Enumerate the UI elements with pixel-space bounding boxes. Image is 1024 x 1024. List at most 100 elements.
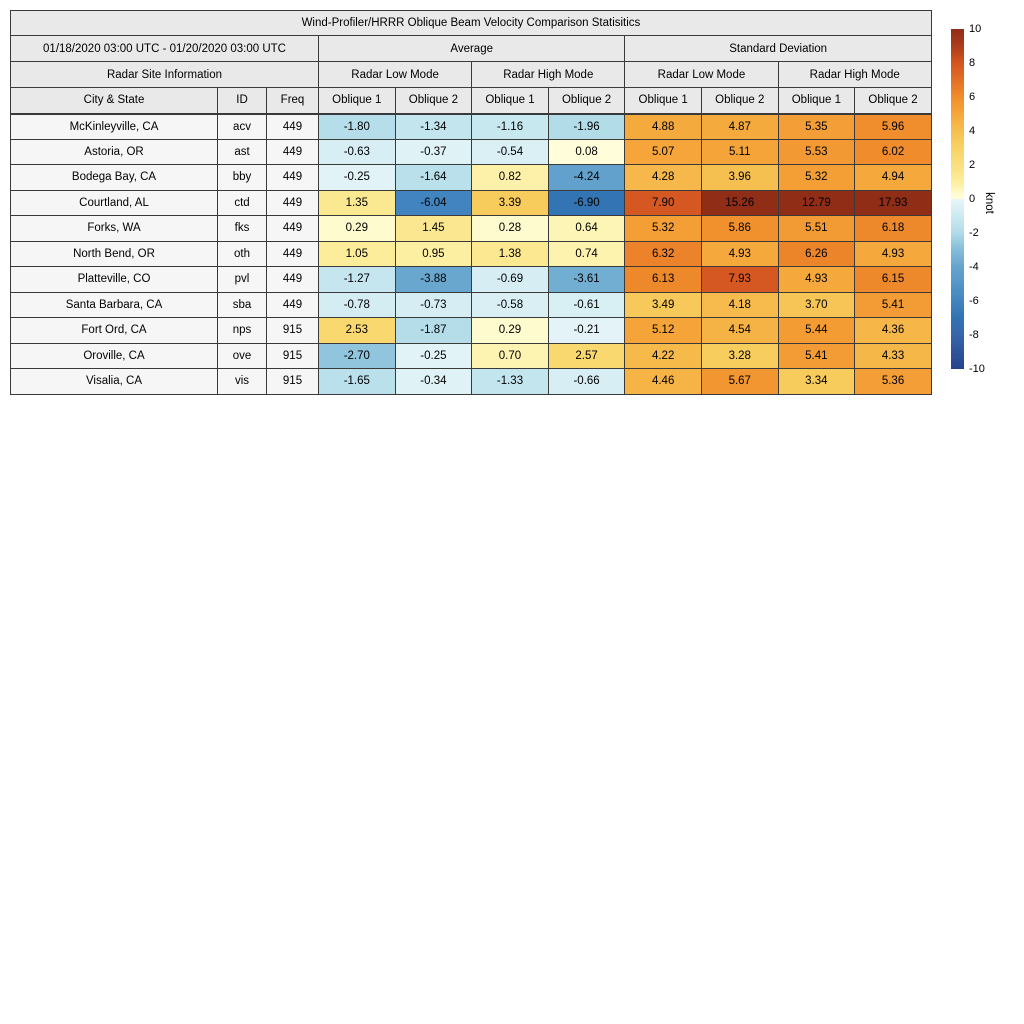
value-cell: -1.65 bbox=[318, 368, 396, 395]
value-cell: 4.54 bbox=[700, 317, 779, 344]
value-cell: 3.96 bbox=[700, 164, 779, 191]
id-cell: ast bbox=[217, 138, 267, 165]
col-header-oblique: Oblique 1 bbox=[318, 87, 396, 115]
value-cell: 1.38 bbox=[471, 240, 549, 267]
value-cell: 4.46 bbox=[624, 368, 702, 395]
group-average-header: Average bbox=[317, 35, 626, 62]
value-cell: 5.12 bbox=[624, 317, 702, 344]
city-cell: Courtland, AL bbox=[10, 189, 218, 216]
id-cell: ctd bbox=[217, 189, 267, 216]
mode-header: Radar High Mode bbox=[777, 61, 932, 88]
value-cell: 4.22 bbox=[624, 342, 702, 369]
table-row: Platteville, CO pvl 449 -1.27 -3.88 -0.69 -3.6… bbox=[10, 266, 932, 293]
table-row: Visalia, CA vis 915 -1.65 -0.34 -1.33 -0.66 4.4… bbox=[10, 368, 932, 395]
value-cell: -1.87 bbox=[394, 317, 473, 344]
col-header-freq: Freq bbox=[266, 87, 319, 115]
value-cell: -0.37 bbox=[394, 138, 473, 165]
id-cell: nps bbox=[217, 317, 267, 344]
city-cell: McKinleyville, CA bbox=[10, 113, 218, 140]
value-cell: 7.93 bbox=[700, 266, 779, 293]
value-cell: -3.88 bbox=[394, 266, 473, 293]
value-cell: 5.96 bbox=[854, 113, 932, 140]
id-cell: bby bbox=[217, 164, 267, 191]
value-cell: 5.36 bbox=[854, 368, 932, 395]
value-cell: -0.61 bbox=[547, 291, 626, 318]
value-cell: 0.82 bbox=[471, 164, 549, 191]
value-cell: 0.95 bbox=[394, 240, 473, 267]
freq-cell: 449 bbox=[266, 266, 319, 293]
id-cell: fks bbox=[217, 215, 267, 242]
value-cell: 4.36 bbox=[854, 317, 932, 344]
city-cell: Platteville, CO bbox=[10, 266, 218, 293]
table-row: Courtland, AL ctd 449 1.35 -6.04 3.39 -6.90 7.9… bbox=[10, 189, 932, 216]
value-cell: 4.87 bbox=[700, 113, 779, 140]
value-cell: -1.16 bbox=[471, 113, 549, 140]
value-cell: 4.93 bbox=[777, 266, 856, 293]
value-cell: 5.53 bbox=[777, 138, 856, 165]
value-cell: -0.21 bbox=[547, 317, 626, 344]
value-cell: 5.44 bbox=[777, 317, 856, 344]
city-cell: Bodega Bay, CA bbox=[10, 164, 218, 191]
col-header-oblique: Oblique 1 bbox=[624, 87, 702, 115]
value-cell: 6.13 bbox=[624, 266, 702, 293]
stats-table: Wind-Profiler/HRRR Oblique Beam Velocity… bbox=[10, 10, 932, 395]
value-cell: 5.35 bbox=[777, 113, 856, 140]
table-title: Wind-Profiler/HRRR Oblique Beam Velocity… bbox=[10, 10, 932, 36]
value-cell: -0.73 bbox=[394, 291, 473, 318]
col-header-oblique: Oblique 2 bbox=[394, 87, 473, 115]
value-cell: -0.63 bbox=[318, 138, 396, 165]
value-cell: 1.35 bbox=[318, 189, 396, 216]
group-header-row: 01/18/2020 03:00 UTC - 01/20/2020 03:00 … bbox=[10, 35, 932, 62]
id-cell: vis bbox=[217, 368, 267, 395]
mode-header: Radar High Mode bbox=[471, 61, 626, 88]
value-cell: 6.02 bbox=[854, 138, 932, 165]
col-header-oblique: Oblique 2 bbox=[700, 87, 779, 115]
value-cell: -0.66 bbox=[547, 368, 626, 395]
freq-cell: 449 bbox=[266, 215, 319, 242]
value-cell: 4.93 bbox=[854, 240, 932, 267]
value-cell: 0.29 bbox=[318, 215, 396, 242]
value-cell: 0.70 bbox=[471, 342, 549, 369]
colorbar-tick-label: 4 bbox=[969, 125, 976, 137]
mode-header: Radar Low Mode bbox=[317, 61, 473, 88]
value-cell: -0.34 bbox=[394, 368, 473, 395]
colorbar-tick-label: -10 bbox=[969, 363, 985, 375]
value-cell: -0.25 bbox=[394, 342, 473, 369]
table-row: Santa Barbara, CA sba 449 -0.78 -0.73 -0.58 -0… bbox=[10, 291, 932, 318]
mode-header: Radar Low Mode bbox=[624, 61, 779, 88]
col-header-oblique: Oblique 2 bbox=[547, 87, 626, 115]
value-cell: -1.80 bbox=[318, 113, 396, 140]
freq-cell: 449 bbox=[266, 113, 319, 140]
id-cell: acv bbox=[217, 113, 267, 140]
table-row: Bodega Bay, CA bby 449 -0.25 -1.64 0.82 -4.24 4… bbox=[10, 164, 932, 191]
value-cell: 4.94 bbox=[854, 164, 932, 191]
value-cell: 4.33 bbox=[854, 342, 932, 369]
colorbar-tick-label: -2 bbox=[969, 227, 979, 239]
value-cell: 7.90 bbox=[624, 189, 702, 216]
table-row: Fort Ord, CA nps 915 2.53 -1.87 0.29 -0.21 5.12… bbox=[10, 317, 932, 344]
colorbar-tick-label: 8 bbox=[969, 57, 976, 69]
table-row: Forks, WA fks 449 0.29 1.45 0.28 0.64 5.32 5.86 5… bbox=[10, 215, 932, 242]
value-cell: 5.32 bbox=[624, 215, 702, 242]
freq-cell: 915 bbox=[266, 317, 319, 344]
colorbar: 10 8 6 4 2 0 -2 -4 -6 -8 -10 bbox=[951, 23, 985, 375]
value-cell: 1.05 bbox=[318, 240, 396, 267]
value-cell: -3.61 bbox=[547, 266, 626, 293]
city-cell: North Bend, OR bbox=[10, 240, 218, 267]
freq-cell: 915 bbox=[266, 342, 319, 369]
freq-cell: 449 bbox=[266, 189, 319, 216]
value-cell: -6.04 bbox=[394, 189, 473, 216]
colorbar-tick-label: 2 bbox=[969, 159, 976, 171]
city-cell: Oroville, CA bbox=[10, 342, 218, 369]
site-info-header: Radar Site Information bbox=[10, 61, 319, 88]
value-cell: 3.70 bbox=[777, 291, 856, 318]
value-cell: 5.86 bbox=[700, 215, 779, 242]
value-cell: 2.53 bbox=[318, 317, 396, 344]
value-cell: -0.69 bbox=[471, 266, 549, 293]
value-cell: 6.18 bbox=[854, 215, 932, 242]
colorbar-tick-label: -8 bbox=[969, 329, 979, 341]
freq-cell: 449 bbox=[266, 240, 319, 267]
value-cell: 3.49 bbox=[624, 291, 702, 318]
group-stddev-header: Standard Deviation bbox=[624, 35, 932, 62]
